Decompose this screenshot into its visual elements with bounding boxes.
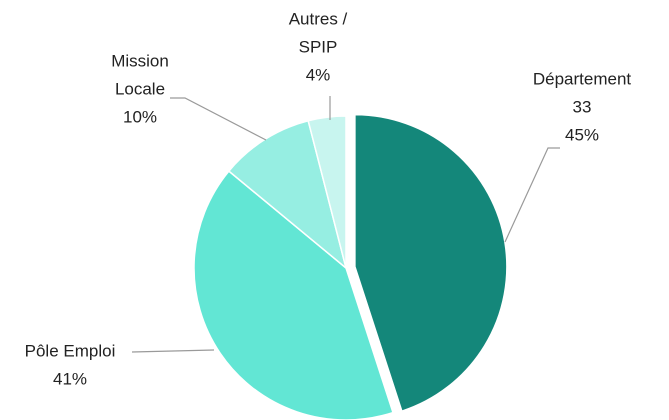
slices <box>193 113 508 420</box>
leader-line <box>131 349 215 353</box>
pie-slice <box>354 113 508 413</box>
value-label: 45% <box>565 125 599 144</box>
category-label: 33 <box>573 97 592 116</box>
labels: Département 33 45% Pôle Emploi 41% Mission Loc… <box>25 9 632 388</box>
value-label: 4% <box>306 65 331 84</box>
category-label: Département <box>533 69 632 88</box>
value-label: 10% <box>123 107 157 126</box>
pie-slice <box>307 115 347 269</box>
leader-line <box>504 147 560 243</box>
value-label: 41% <box>53 369 87 388</box>
leader-line <box>170 97 267 141</box>
category-label: Locale <box>115 79 165 98</box>
category-label: Mission <box>111 51 169 70</box>
category-label: SPIP <box>299 37 338 56</box>
category-label: Autres / <box>289 9 348 28</box>
category-label: Pôle Emploi <box>25 341 116 360</box>
